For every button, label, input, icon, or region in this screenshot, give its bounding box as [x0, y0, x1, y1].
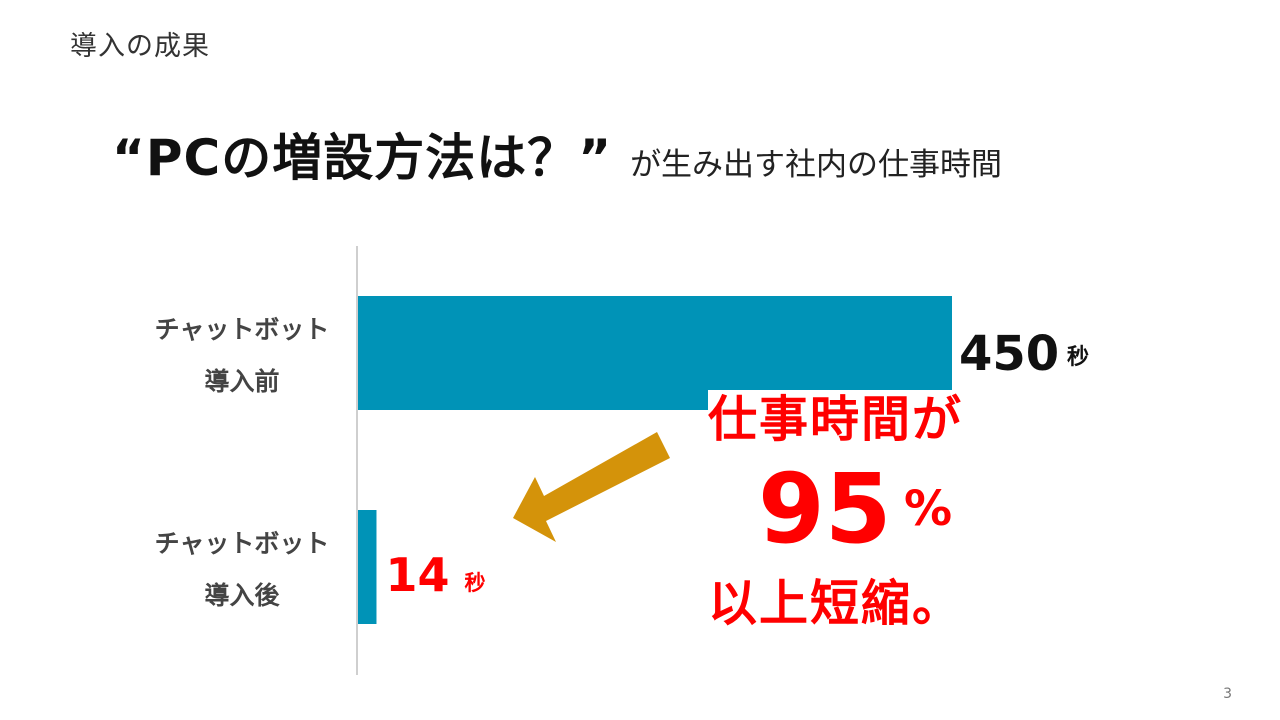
bar-1 [358, 510, 377, 624]
callout-percent-sign: % [904, 481, 953, 537]
reduction-callout: 仕事時間が 95 % 以上短縮。 [708, 390, 998, 634]
value-label-0: 450 [959, 326, 1059, 382]
callout-line-3: 以上短縮。 [708, 575, 964, 632]
value-unit-1: 秒 [464, 571, 485, 595]
value-label-1: 14 [385, 548, 449, 602]
category-label-0-0: チャットボット [155, 315, 330, 344]
value-unit-0: 秒 [1067, 345, 1089, 370]
headline: “PCの増設方法は？” が生み出す社内の仕事時間 [112, 118, 1002, 190]
headline-main: “PCの増設方法は？” [112, 129, 613, 187]
callout-line-1: 仕事時間が [708, 390, 964, 450]
callout-percent-value: 95 [758, 453, 892, 565]
section-title: 導入の成果 [70, 31, 210, 62]
page-number: 3 [1223, 686, 1232, 702]
category-label-1-1: 導入後 [204, 581, 280, 610]
category-label-0-1: 導入前 [204, 367, 279, 396]
category-label-1-0: チャットボット [155, 529, 330, 558]
headline-sub: が生み出す社内の仕事時間 [630, 147, 1003, 183]
reduction-arrow-icon [513, 432, 670, 542]
